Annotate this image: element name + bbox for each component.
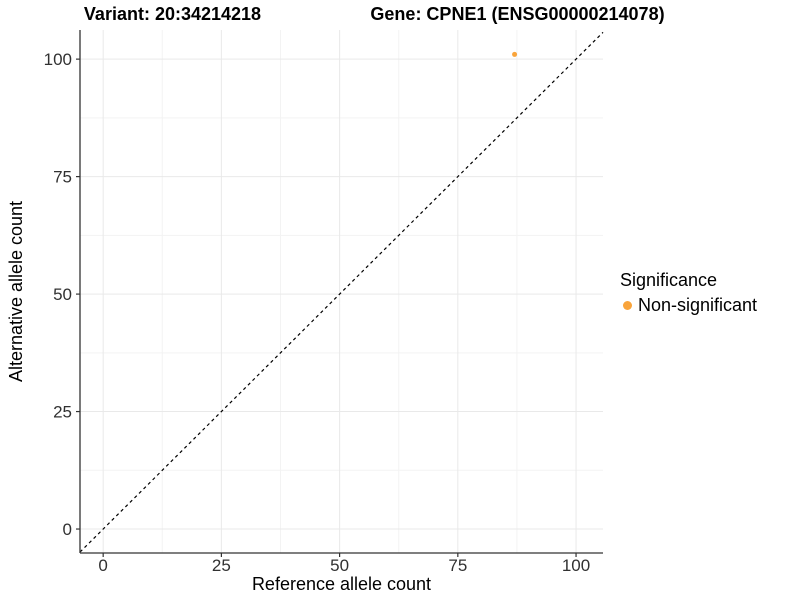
data-point bbox=[512, 51, 518, 57]
variant-title: Variant: 20:34214218 bbox=[83, 4, 262, 24]
x-axis-title: Reference allele count bbox=[251, 574, 432, 594]
y-tick-label: 100 bbox=[44, 50, 72, 69]
x-tick-label: 0 bbox=[98, 556, 107, 575]
gene-title: Gene: CPNE1 (ENSG00000214078) bbox=[370, 4, 665, 24]
legend-entry: Non-significant bbox=[620, 295, 757, 316]
y-tick-label: 0 bbox=[63, 520, 72, 539]
x-tick-label: 75 bbox=[448, 556, 467, 575]
legend: Significance Non-significant bbox=[620, 270, 757, 316]
x-tick-label: 50 bbox=[330, 556, 349, 575]
legend-entry-label: Non-significant bbox=[638, 295, 758, 315]
y-tick-label: 25 bbox=[53, 403, 72, 422]
y-tick-label: 75 bbox=[53, 168, 72, 187]
legend-title: Significance bbox=[620, 270, 718, 290]
y-tick-label: 50 bbox=[53, 285, 72, 304]
legend-point-icon bbox=[623, 301, 632, 310]
x-tick-label: 100 bbox=[562, 556, 590, 575]
x-tick-label: 25 bbox=[212, 556, 231, 575]
identity-line bbox=[79, 31, 604, 553]
